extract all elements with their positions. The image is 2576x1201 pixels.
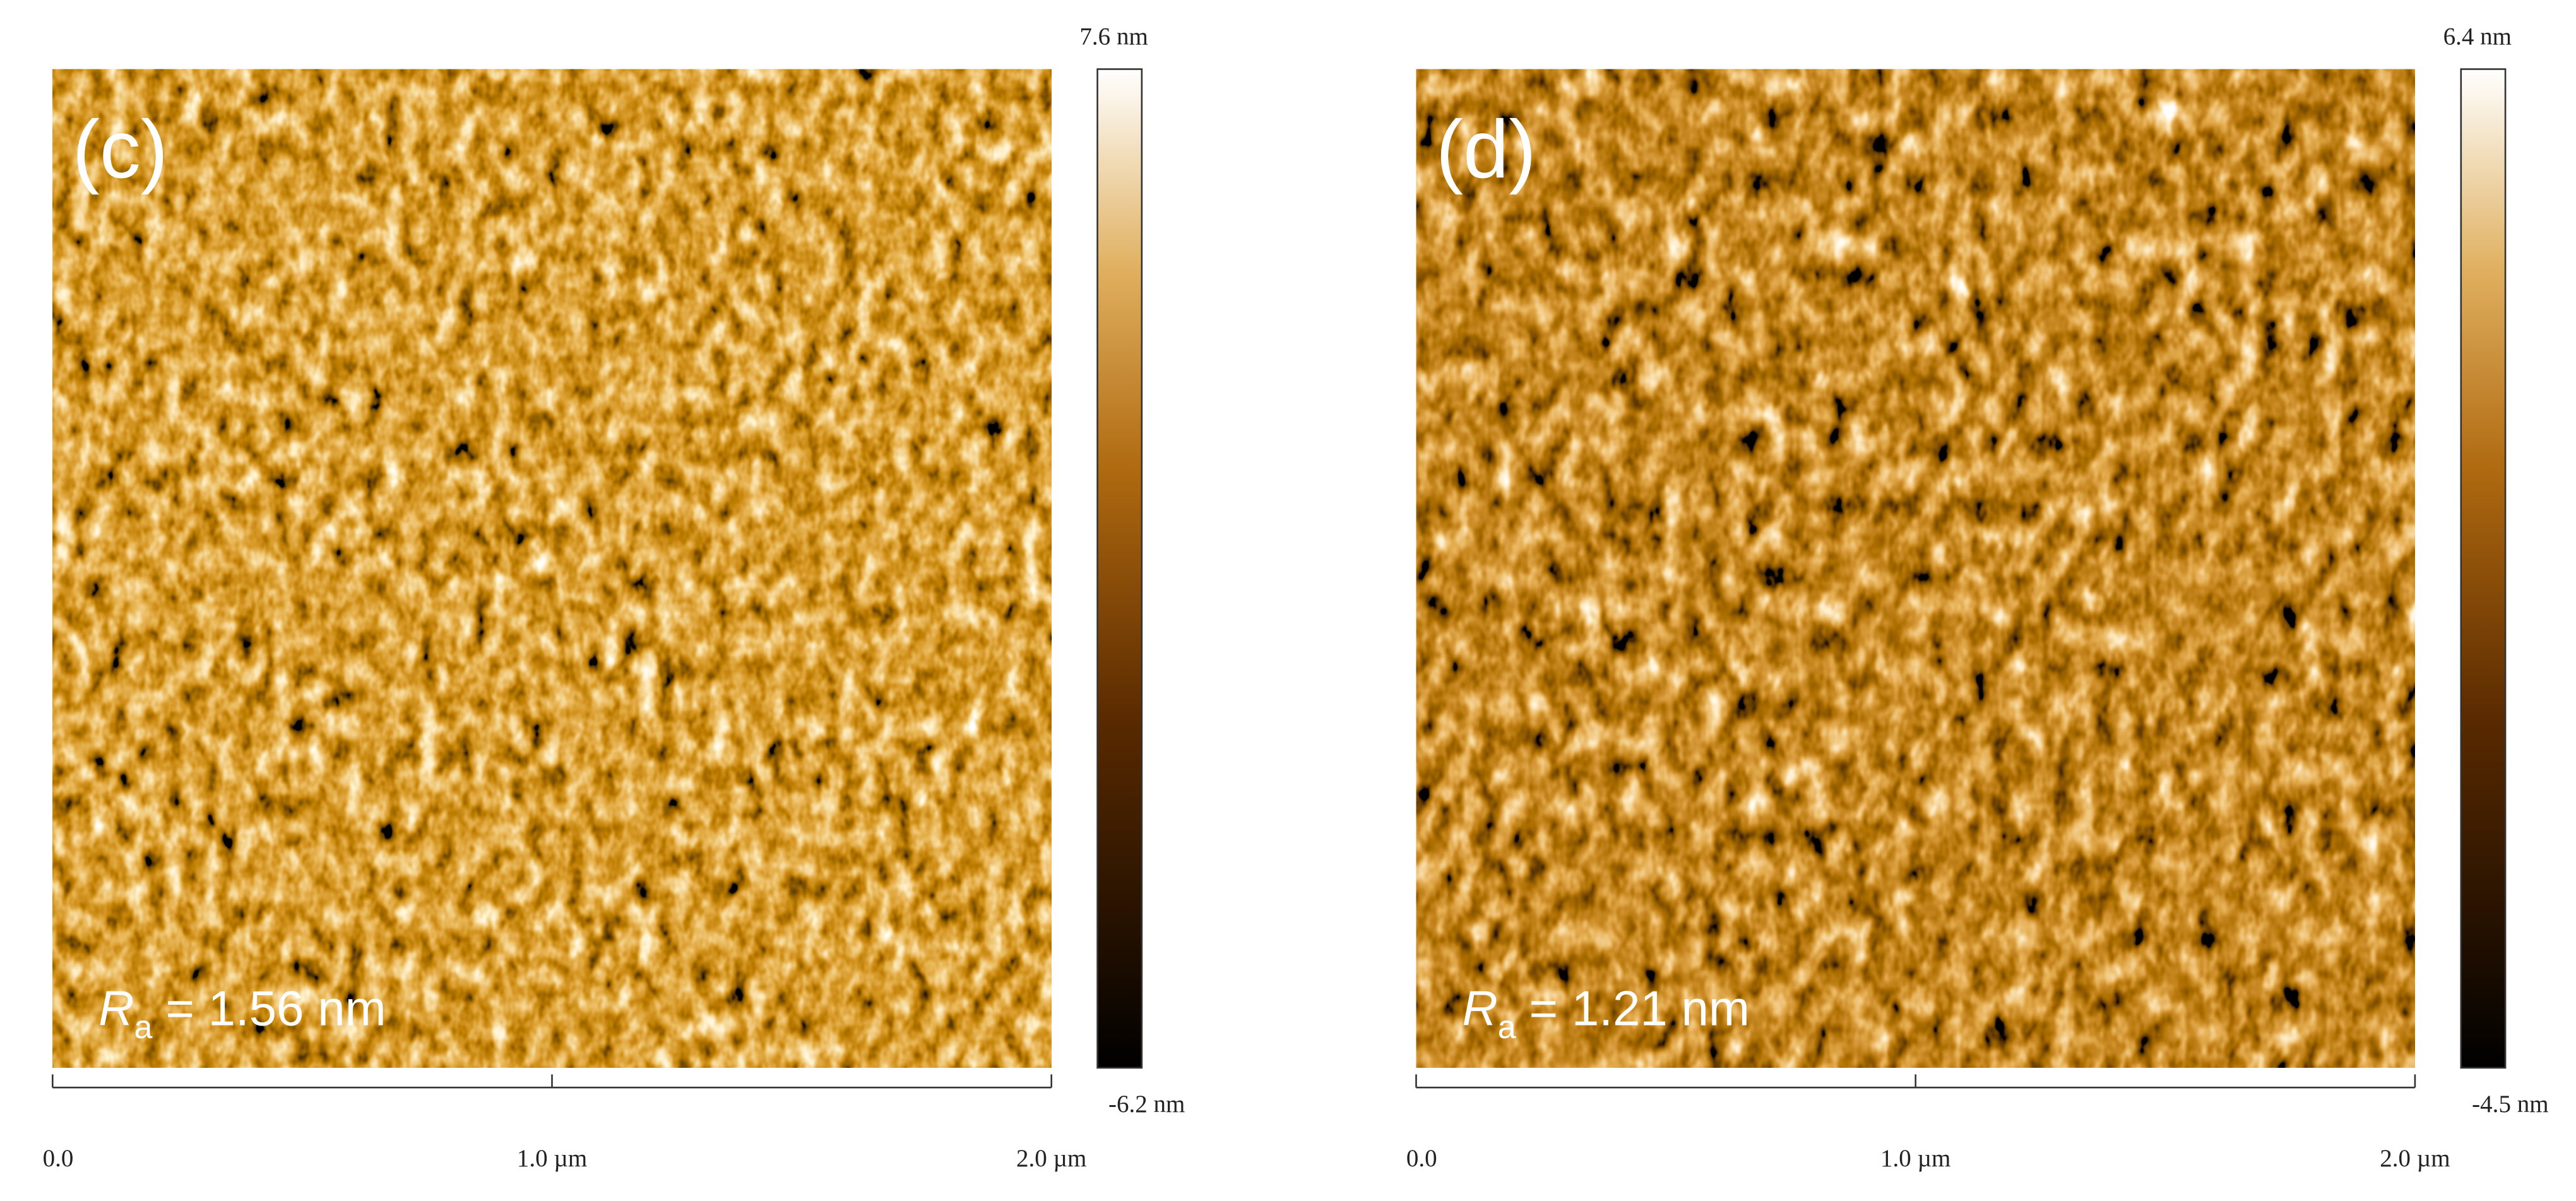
ra-subscript: a	[1498, 1009, 1516, 1046]
tick-label: 1.0 µm	[517, 1145, 587, 1172]
tick-label: 2.0 µm	[1016, 1145, 1086, 1172]
colorbar	[2460, 68, 2507, 1069]
colorbar-min: -4.5 nm	[2472, 1091, 2548, 1118]
colorbar	[1096, 68, 1143, 1069]
afm-panel: (d) Ra = 1.21 nm 6.4 nm -4.5 nm 0.0 1.0 µm 2.0 …	[1406, 23, 2549, 1172]
ra-value: = 1.56 nm	[165, 980, 386, 1036]
colorbar-max: 7.6 nm	[1079, 23, 1148, 50]
ra-symbol: R	[98, 980, 134, 1036]
afm-image	[52, 69, 1052, 1068]
ra-value: = 1.21 nm	[1529, 980, 1750, 1036]
tick-label: 0.0	[1406, 1145, 1437, 1172]
tick-label: 1.0 µm	[1880, 1145, 1950, 1172]
afm-image	[1416, 69, 2415, 1068]
tick-label: 2.0 µm	[2380, 1145, 2450, 1172]
ra-symbol: R	[1462, 980, 1497, 1036]
afm-panel: (c) Ra = 1.56 nm 7.6 nm -6.2 nm 0.0 1.0 µm 2.0 …	[43, 23, 1185, 1172]
colorbar-max: 6.4 nm	[2443, 23, 2512, 50]
roughness: Ra = 1.56 nm	[98, 980, 386, 1046]
panel-label: (c)	[73, 103, 169, 195]
roughness: Ra = 1.21 nm	[1462, 980, 1750, 1046]
tick-label: 0.0	[43, 1145, 74, 1172]
ra-subscript: a	[134, 1009, 153, 1046]
panel-label: (d)	[1436, 103, 1536, 195]
colorbar-min: -6.2 nm	[1108, 1091, 1185, 1118]
